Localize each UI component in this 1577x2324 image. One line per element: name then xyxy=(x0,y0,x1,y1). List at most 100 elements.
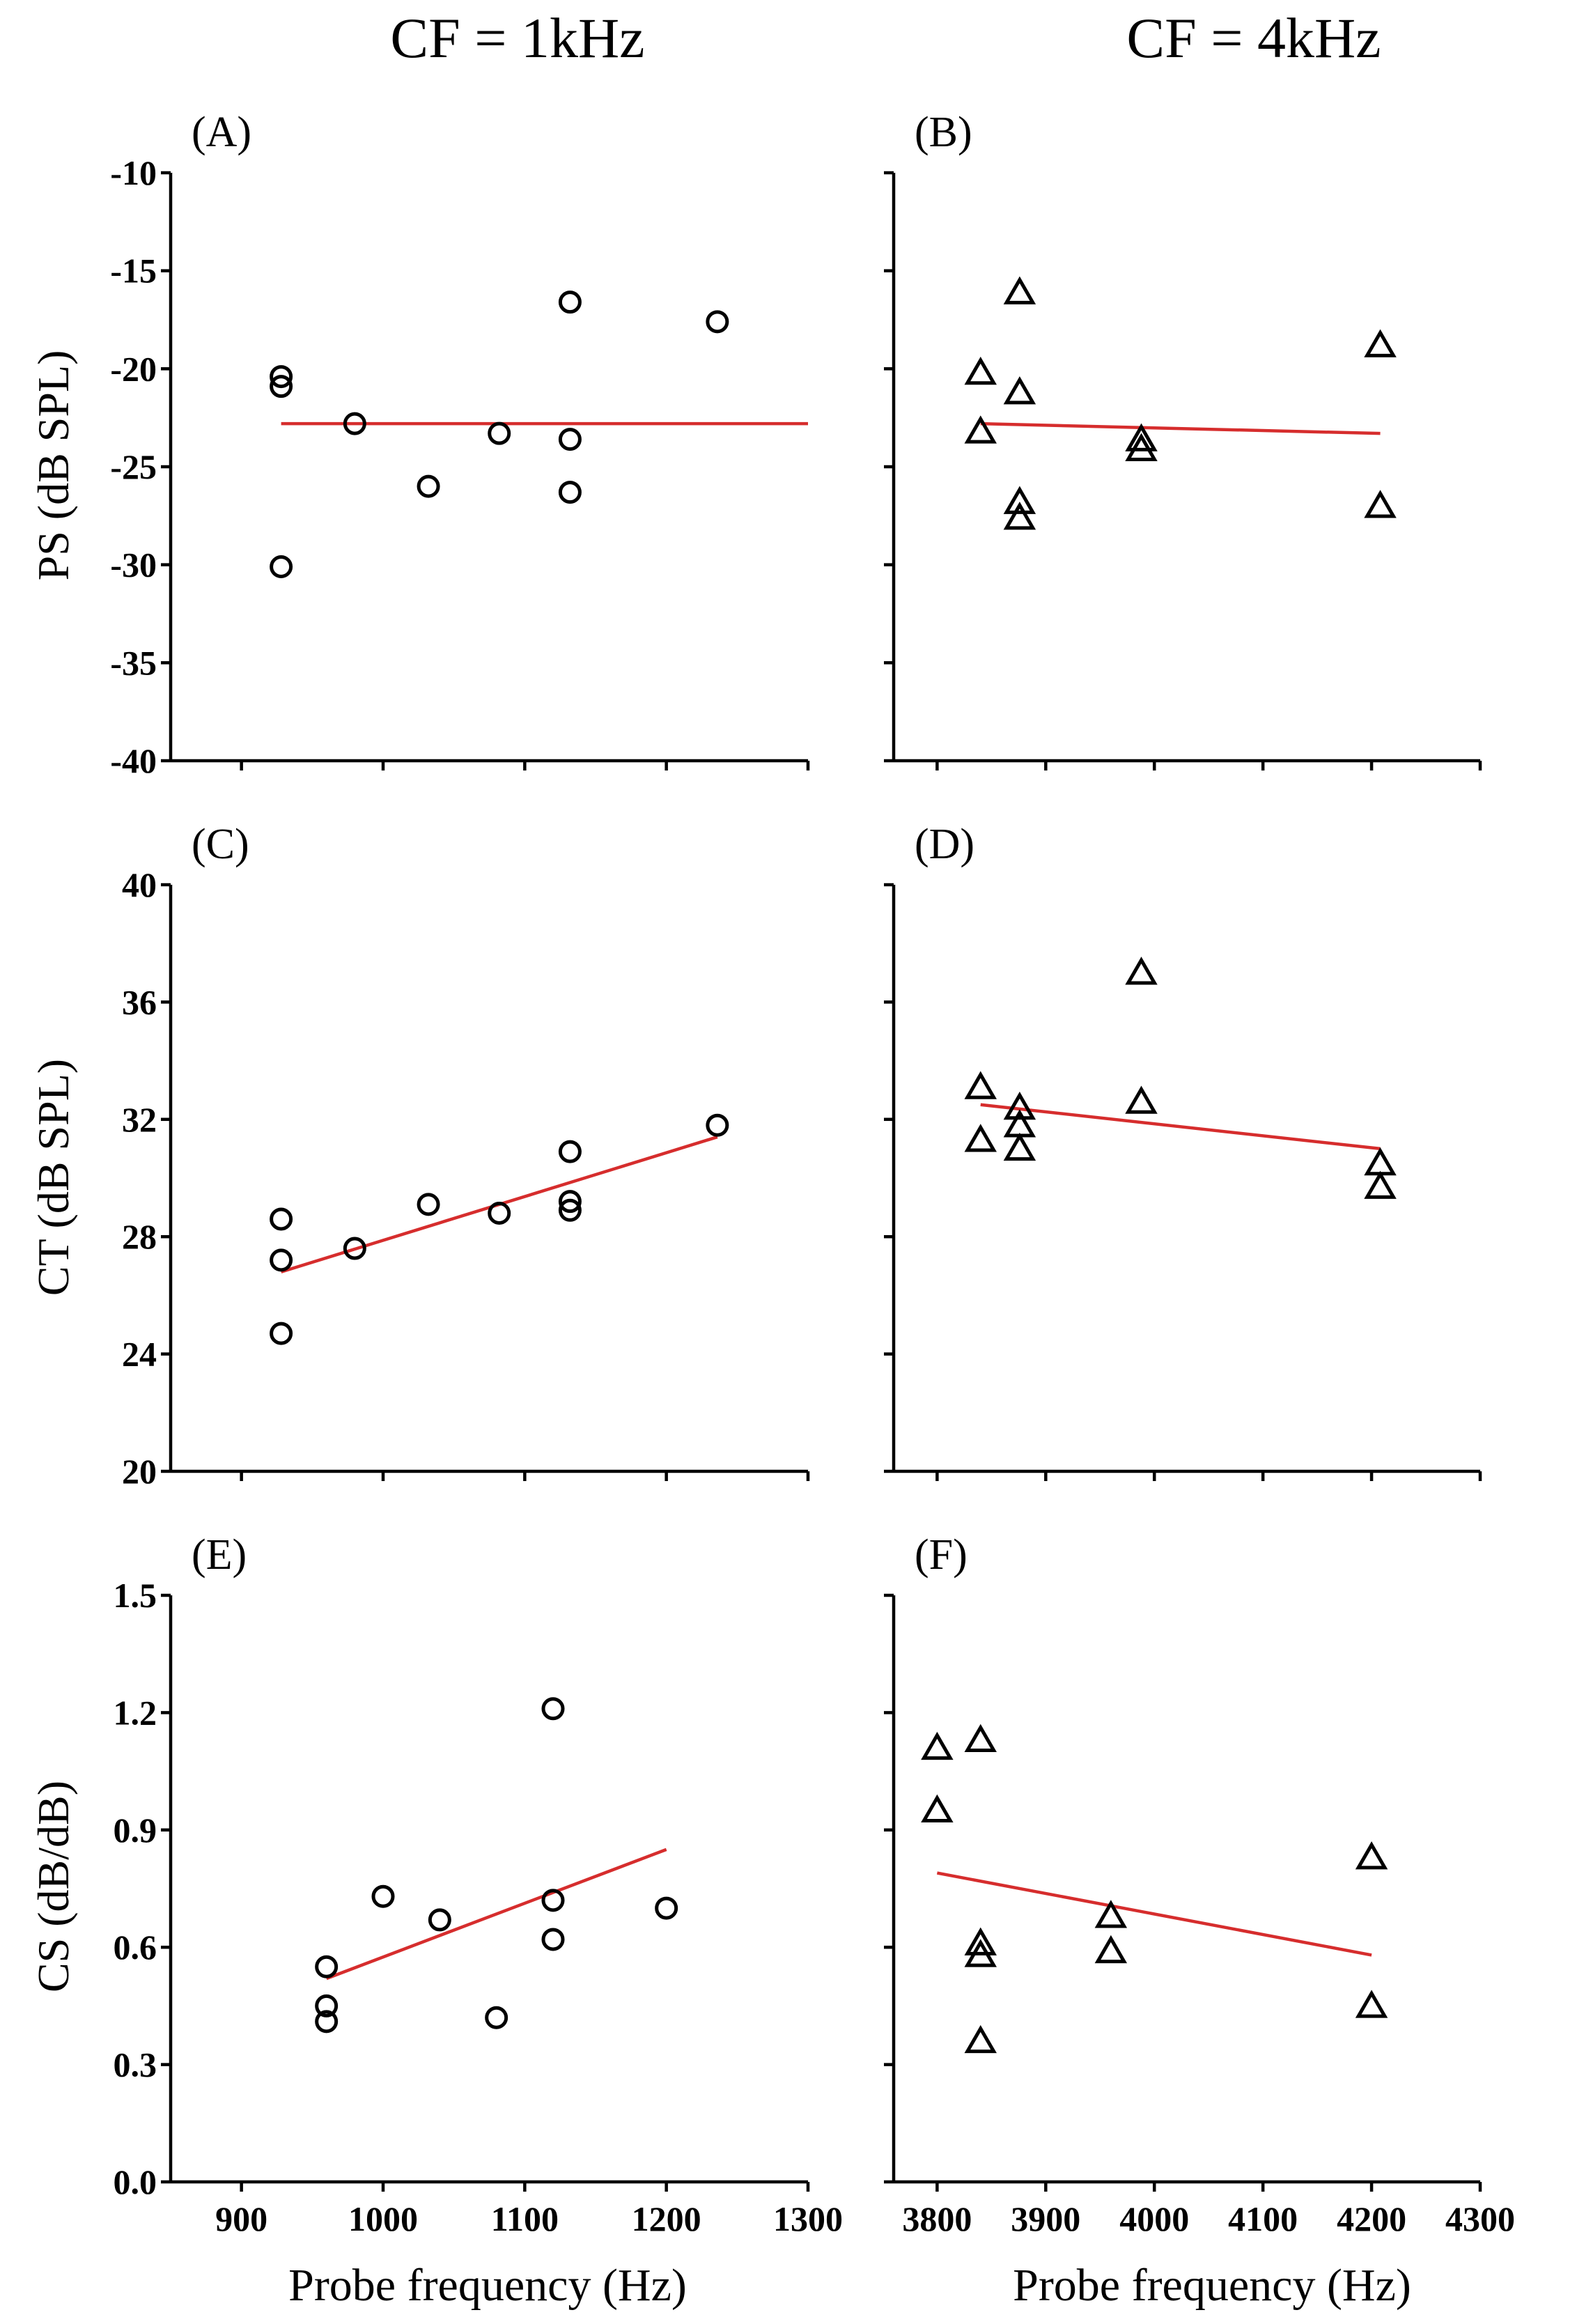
data-point xyxy=(270,1207,293,1231)
x-tick-label: 3900 xyxy=(1011,2199,1080,2238)
y-tick-label: -20 xyxy=(110,349,157,388)
y-tick-label: 36 xyxy=(122,982,157,1021)
data-point xyxy=(1364,1147,1397,1176)
x-tick-label: 900 xyxy=(215,2199,267,2238)
data-point xyxy=(1003,1091,1036,1120)
y-tick-label: 28 xyxy=(122,1217,157,1256)
data-point xyxy=(541,1697,565,1721)
x-label-left: Probe frequency (Hz) xyxy=(288,2260,687,2311)
y-tick-label: 32 xyxy=(122,1100,157,1139)
panel-a: (A) -40 -35 -30 -25 -20 -15 -10 xyxy=(110,109,810,780)
data-point xyxy=(1355,1841,1388,1870)
panel-f: (F) 3800 3900 4000 4100 4200 4300 xyxy=(884,1531,1515,2238)
data-point xyxy=(417,474,440,498)
data-point xyxy=(1364,490,1397,518)
data-point xyxy=(1003,1132,1036,1161)
data-point xyxy=(343,1237,366,1260)
y-tick-label: -30 xyxy=(110,545,157,584)
data-point xyxy=(964,1124,997,1152)
data-point xyxy=(558,290,582,314)
x-tick-label: 1100 xyxy=(491,2199,559,2238)
data-point xyxy=(1003,376,1036,405)
data-point xyxy=(270,365,293,389)
data-point xyxy=(428,1908,451,1932)
panel-b: (B) xyxy=(884,109,1482,770)
data-point xyxy=(1355,1990,1388,2018)
data-point xyxy=(541,1928,565,1951)
data-point xyxy=(270,1322,293,1345)
panel-label: (A) xyxy=(192,109,251,156)
x-tick-label: 4200 xyxy=(1337,2199,1406,2238)
data-point xyxy=(270,555,293,578)
x-tick-label: 4000 xyxy=(1119,2199,1189,2238)
data-point xyxy=(964,1071,997,1099)
data-point xyxy=(964,356,997,385)
y-tick-label: -25 xyxy=(110,447,157,486)
panel-label: (F) xyxy=(915,1531,968,1579)
column-title-right: CF = 4kHz xyxy=(1126,6,1381,70)
x-tick-label: 1300 xyxy=(773,2199,843,2238)
data-point xyxy=(1364,1170,1397,1199)
y-tick-label: 40 xyxy=(122,865,157,904)
x-label-right: Probe frequency (Hz) xyxy=(1013,2260,1411,2311)
data-point xyxy=(706,1113,729,1137)
panels: (A) -40 -35 -30 -25 -20 -15 -10 (B) (C) 20 24 28 32 36… xyxy=(110,109,1515,2238)
column-title-left: CF = 1kHz xyxy=(390,6,644,70)
data-point xyxy=(488,421,511,445)
fit-line xyxy=(980,1103,1381,1151)
data-point xyxy=(270,375,293,398)
data-point xyxy=(1125,423,1158,451)
y-label-cs: CS (dB/dB) xyxy=(29,1781,78,1992)
panel-label: (C) xyxy=(192,821,249,868)
data-point xyxy=(488,1202,511,1225)
fit-line xyxy=(325,1847,667,1981)
fit-line xyxy=(980,421,1381,435)
data-point xyxy=(485,2006,508,2029)
data-point xyxy=(541,1889,565,1912)
panel-c: (C) 20 24 28 32 36 40 xyxy=(122,821,810,1491)
y-tick-label: 0.0 xyxy=(114,2162,157,2201)
data-point xyxy=(1094,1900,1128,1928)
y-tick-label: -35 xyxy=(110,643,157,682)
data-point xyxy=(1003,486,1036,514)
fit-line xyxy=(936,1871,1372,1957)
data-point xyxy=(1003,276,1036,304)
y-tick-label: -10 xyxy=(110,153,157,192)
x-tick-label: 3800 xyxy=(902,2199,972,2238)
data-point xyxy=(558,481,582,504)
data-point xyxy=(558,1140,582,1163)
y-tick-label: 0.3 xyxy=(114,2045,157,2084)
data-point xyxy=(371,1884,395,1908)
data-point xyxy=(1003,502,1036,530)
y-tick-label: 1.2 xyxy=(114,1693,157,1732)
data-point xyxy=(417,1193,440,1216)
data-point xyxy=(964,1939,997,1967)
y-tick-label: 0.6 xyxy=(114,1928,157,1967)
data-point xyxy=(1003,1109,1036,1138)
panel-label: (B) xyxy=(915,109,972,156)
data-point xyxy=(964,415,997,444)
y-tick-label: 0.9 xyxy=(114,1811,157,1850)
data-point xyxy=(1364,329,1397,357)
data-point xyxy=(921,1794,954,1822)
panel-label: (E) xyxy=(192,1531,247,1579)
y-tick-label: 24 xyxy=(122,1335,157,1374)
data-point xyxy=(1125,433,1158,461)
y-tick-label: 20 xyxy=(122,1452,157,1491)
data-point xyxy=(921,1731,954,1760)
data-point xyxy=(964,1723,997,1752)
y-tick-label: -15 xyxy=(110,251,157,290)
x-tick-label: 1000 xyxy=(348,2199,418,2238)
panel-e: (E) 0.0 0.3 0.6 0.9 1.2 1.5 900 1000 1100 1200 1300 xyxy=(114,1531,844,2238)
y-tick-label: 1.5 xyxy=(114,1576,157,1615)
panel-d: (D) xyxy=(884,821,1482,1481)
data-point xyxy=(558,428,582,451)
data-point xyxy=(706,310,729,334)
data-point xyxy=(558,1198,582,1222)
x-tick-label: 4100 xyxy=(1228,2199,1298,2238)
data-point xyxy=(964,2024,997,2054)
x-tick-label: 4300 xyxy=(1445,2199,1515,2238)
y-label-ps: PS (dB SPL) xyxy=(29,350,78,581)
data-point xyxy=(315,1955,339,1978)
